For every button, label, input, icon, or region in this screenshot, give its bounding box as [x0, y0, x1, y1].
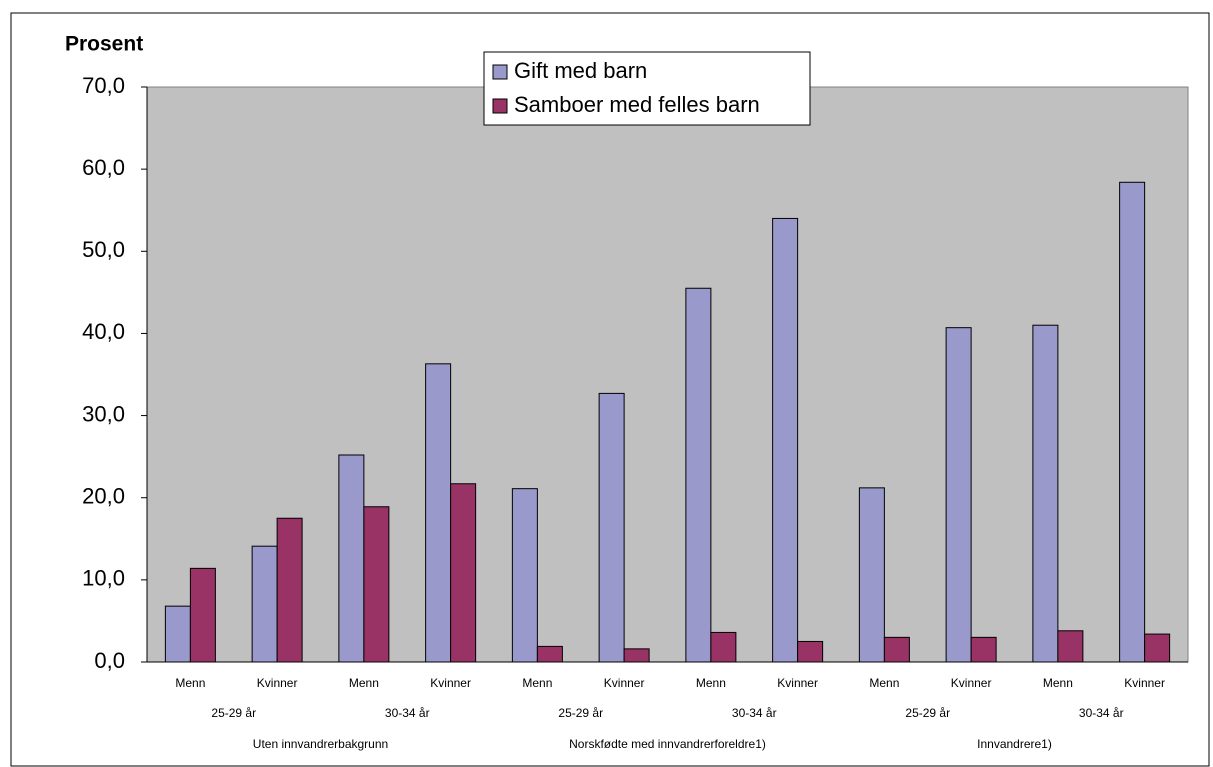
bar	[1144, 633, 1171, 663]
y-tick-label: 30,0	[82, 401, 125, 426]
x-group-label: 25-29 år	[211, 706, 256, 720]
x-group-label: 30-34 år	[1079, 706, 1124, 720]
x-tick-label: Menn	[349, 676, 379, 690]
x-tick-label: Kvinner	[951, 676, 992, 690]
bar	[536, 645, 563, 663]
bar	[970, 636, 997, 663]
plot-area	[146, 86, 1189, 663]
x-tick-label: Kvinner	[257, 676, 298, 690]
x-group-label: Innvandrere1)	[977, 737, 1052, 751]
x-tick-label: Menn	[696, 676, 726, 690]
bar	[797, 640, 824, 663]
bar	[1119, 181, 1146, 663]
bar	[450, 483, 477, 663]
x-group-label: 25-29 år	[905, 706, 950, 720]
bar	[685, 287, 712, 663]
y-axis-title: Prosent	[65, 33, 143, 56]
x-tick-label: Menn	[869, 676, 899, 690]
bar	[164, 605, 191, 663]
x-tick-label: Kvinner	[777, 676, 818, 690]
x-group-label: Norskfødte med innvandrerforeldre1)	[569, 737, 766, 751]
bar	[858, 487, 885, 663]
y-tick-label: 70,0	[82, 73, 125, 98]
bar	[945, 327, 972, 663]
bar	[189, 567, 216, 663]
x-tick-label: Menn	[175, 676, 205, 690]
y-tick-label: 50,0	[82, 237, 125, 262]
bar	[623, 648, 650, 663]
y-tick-label: 60,0	[82, 155, 125, 180]
x-tick-label: Kvinner	[1124, 676, 1165, 690]
legend-label: Samboer med felles barn	[514, 92, 760, 117]
x-tick-label: Menn	[1043, 676, 1073, 690]
bar	[710, 631, 737, 663]
x-tick-label: Kvinner	[430, 676, 471, 690]
legend-swatch	[492, 98, 508, 114]
y-tick-label: 10,0	[82, 566, 125, 591]
bar	[1057, 630, 1084, 663]
legend-swatch	[492, 64, 508, 80]
bar	[511, 488, 538, 663]
bar	[883, 636, 910, 663]
bar	[772, 217, 799, 663]
x-tick-label: Menn	[522, 676, 552, 690]
bar	[363, 506, 390, 663]
bar	[425, 363, 452, 663]
legend-box	[483, 51, 811, 126]
legend-label: Gift med barn	[514, 58, 647, 83]
x-group-label: 30-34 år	[385, 706, 430, 720]
x-group-label: 25-29 år	[558, 706, 603, 720]
bar	[276, 517, 303, 663]
y-tick-label: 40,0	[82, 319, 125, 344]
bar	[251, 545, 278, 663]
y-tick-label: 20,0	[82, 484, 125, 509]
bar	[338, 454, 365, 663]
x-group-label: Uten innvandrerbakgrunn	[253, 737, 388, 751]
x-group-label: 30-34 år	[732, 706, 777, 720]
y-tick-label: 0,0	[94, 648, 125, 673]
x-tick-label: Kvinner	[604, 676, 645, 690]
bar	[598, 392, 625, 663]
bar	[1032, 324, 1059, 663]
